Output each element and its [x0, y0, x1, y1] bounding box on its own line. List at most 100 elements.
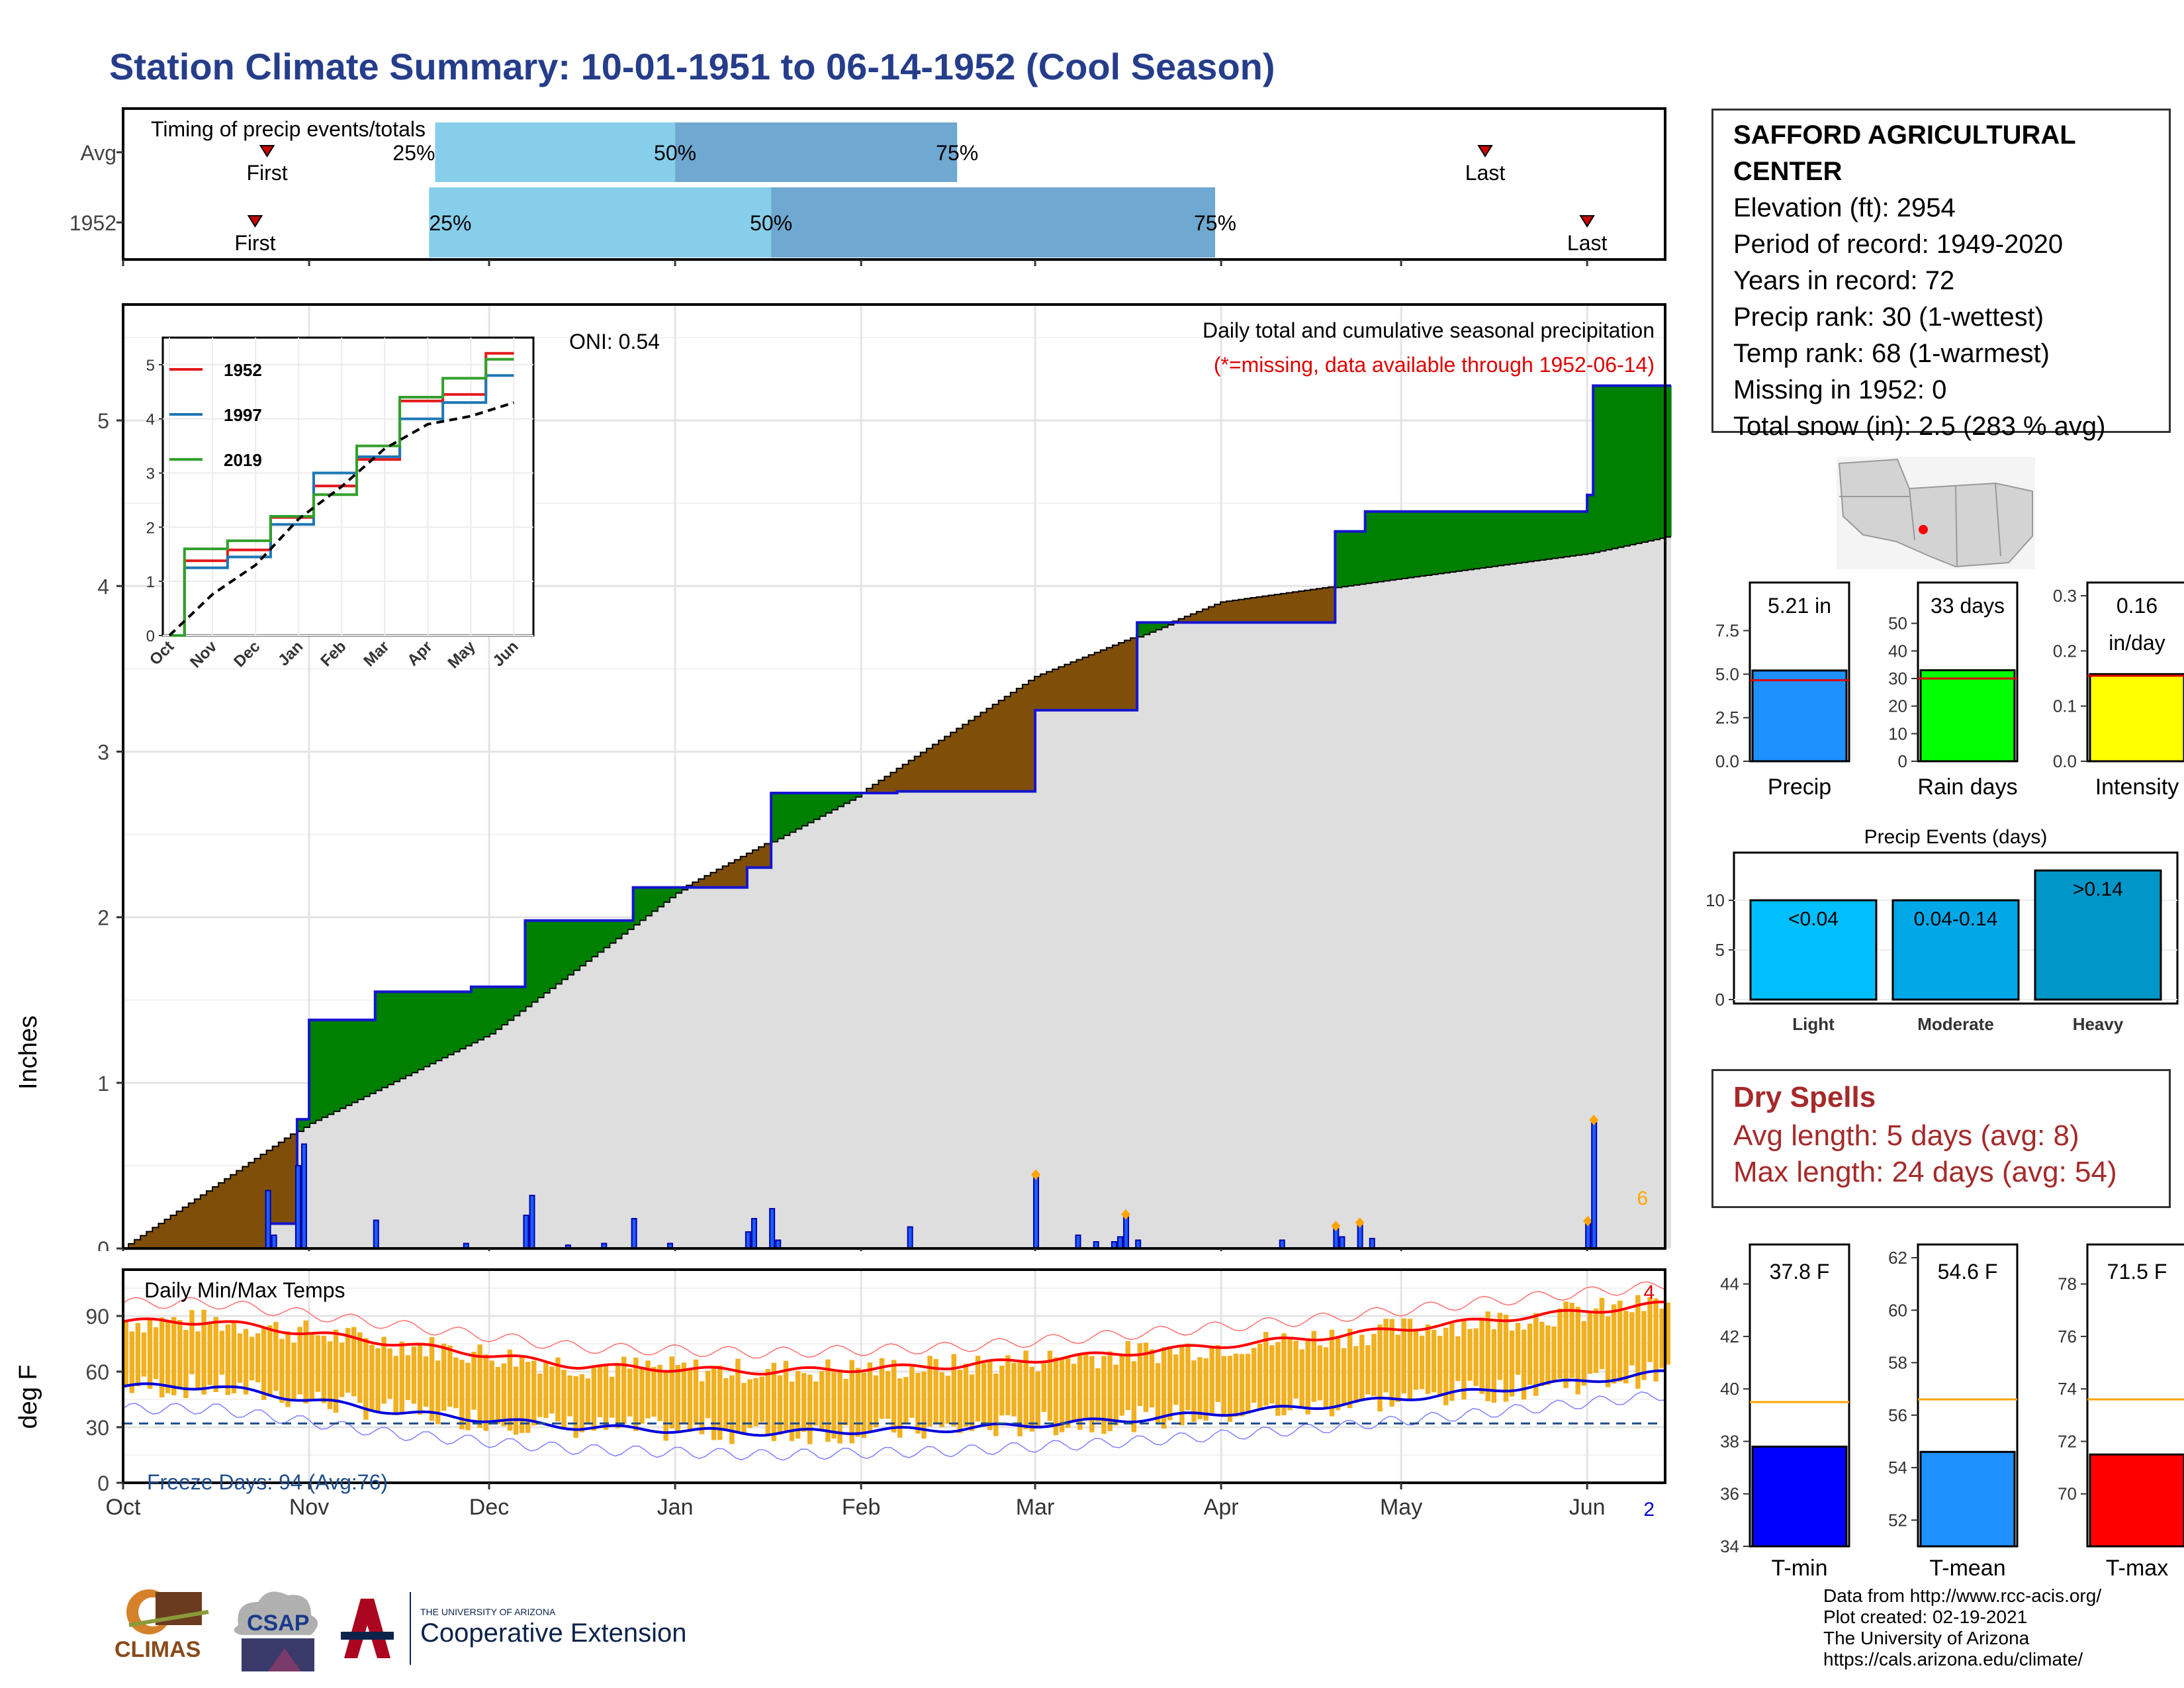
deficit-segment [963, 725, 970, 792]
temp-daily-bar [1401, 1318, 1407, 1394]
temp-daily-bar [255, 1333, 261, 1383]
surplus-segment [1388, 511, 1396, 580]
temp-daily-bar [963, 1364, 969, 1427]
surplus-segment [543, 920, 550, 993]
precip-panel: 0 1 2 3 4 5 Inches ONI: 0.54 Daily total and … [15, 303, 1672, 1251]
temp-daily-bar [1107, 1351, 1113, 1431]
temp-daily-bar [153, 1327, 159, 1380]
temp-daily-bar [387, 1348, 392, 1399]
temp-daily-bar [189, 1310, 195, 1374]
inset-x-tick-label: Feb [317, 637, 349, 670]
temp-daily-bar [1623, 1311, 1629, 1383]
inset-legend-label: 1952 [224, 360, 262, 380]
deficit-segment [177, 1211, 184, 1248]
deficit-segment [1329, 587, 1336, 623]
daily-precip-bar [295, 1164, 301, 1249]
deficit-segment [921, 753, 928, 792]
surplus-segment [1365, 511, 1372, 583]
temp-y-tick-label: 90 [85, 1305, 109, 1329]
deficit-segment [1179, 619, 1186, 623]
temp-daily-bar [687, 1369, 693, 1432]
temp-daily-bar [285, 1331, 291, 1407]
temp-daily-bar [609, 1376, 615, 1418]
surplus-segment [789, 793, 796, 832]
deficit-segment [249, 1163, 256, 1248]
surplus-segment [849, 793, 856, 800]
surplus-segment [807, 793, 814, 822]
mini-tick-label: 0.2 [2053, 641, 2077, 661]
deficit-segment [1101, 650, 1108, 710]
daily-precip-bar [1585, 1223, 1592, 1249]
deficit-segment [231, 1175, 238, 1248]
temp-daily-bar [375, 1348, 381, 1412]
credit-plot-created: Plot created: 02-19-2021 [1823, 1607, 2028, 1627]
climas-text: CLIMAS [114, 1637, 201, 1662]
station-name-line2: CENTER [1733, 157, 1843, 186]
surplus-segment [645, 887, 652, 915]
events-title: Precip Events (days) [1864, 826, 2048, 848]
temp-daily-bar [261, 1328, 267, 1400]
temp-daily-bar [399, 1341, 404, 1414]
temp-daily-bar [1437, 1336, 1443, 1397]
temp-daily-bar [1539, 1321, 1545, 1386]
deficit-segment [1311, 590, 1318, 623]
temp-daily-bar [1497, 1313, 1503, 1380]
temp-daily-bar [1077, 1354, 1083, 1430]
temp-daily-bar [771, 1362, 777, 1441]
deficit-segment [987, 709, 994, 792]
last-marker [1477, 145, 1493, 158]
deficit-segment [261, 1154, 268, 1248]
temp-daily-bar [291, 1342, 296, 1400]
surplus-segment [1431, 511, 1438, 574]
mini-bar-2 [2089, 673, 2184, 763]
temp-daily-bar [1353, 1346, 1359, 1403]
inset-y-tick-label: 5 [146, 357, 155, 375]
events-bar-label-1: 0.04-0.14 [1914, 908, 1998, 930]
daily-precip-bar [271, 1234, 277, 1249]
deficit-segment [1203, 610, 1210, 623]
temp-daily-bar [579, 1374, 584, 1432]
temp-daily-bar [1593, 1308, 1599, 1374]
temp-daily-bar [165, 1321, 171, 1393]
surplus-segment [1347, 531, 1354, 586]
surplus-segment [1335, 531, 1342, 587]
surplus-segment [567, 920, 574, 974]
temp-daily-bar [861, 1372, 867, 1438]
events-tick-label: 0 [1715, 990, 1725, 1009]
temp-daily-bar [1251, 1348, 1257, 1403]
surplus-segment [777, 793, 784, 838]
tbar-tick-label: 62 [1888, 1248, 1907, 1268]
surplus-segment [471, 986, 478, 1043]
credits: Data from http://www.rcc-acis.org/ Plot … [1823, 1585, 2101, 1670]
deficit-segment [1185, 617, 1192, 623]
mini-tick-label: 0.0 [1715, 751, 1739, 771]
temp-daily-bar [603, 1366, 609, 1430]
freeze-label: Freeze Days: 94 (Avg:76) [147, 1470, 388, 1494]
temp-x-tick-label: Mar [1016, 1495, 1055, 1520]
temp-daily-bar [333, 1329, 339, 1413]
surplus-segment [1605, 385, 1612, 549]
surplus-segment [1485, 511, 1492, 567]
summary-bar-charts: 0.0 2.5 5.0 7.5 5.21 in Precip 0 10 20 30 40 50 33 d… [1715, 581, 2184, 800]
precip-y-tick-label: 1 [97, 1072, 109, 1096]
station-missing: Missing in 1952: 0 [1733, 375, 1947, 404]
temp-daily-bar [885, 1371, 891, 1419]
temp-daily-bar [969, 1374, 975, 1431]
deficit-segment [903, 765, 910, 792]
mini-tick-label: 20 [1888, 696, 1907, 716]
temp-daily-bar [975, 1356, 981, 1422]
deficit-segment [969, 721, 976, 792]
tbar-value-label-2: 71.5 F [2107, 1260, 2167, 1284]
deficit-segment [141, 1236, 148, 1248]
tbar-tick-label: 42 [1720, 1327, 1739, 1346]
surplus-segment [549, 920, 556, 988]
tbar-bar-1 [1919, 1450, 2016, 1548]
precip-y-tick-label: 0 [97, 1237, 109, 1251]
temp-daily-bar [129, 1331, 135, 1393]
surplus-segment [1665, 385, 1672, 537]
temp-daily-bar [1641, 1311, 1647, 1380]
surplus-segment [1401, 511, 1408, 578]
surplus-segment [411, 992, 418, 1072]
temp-daily-bar [1473, 1328, 1479, 1386]
surplus-segment [333, 1019, 340, 1111]
